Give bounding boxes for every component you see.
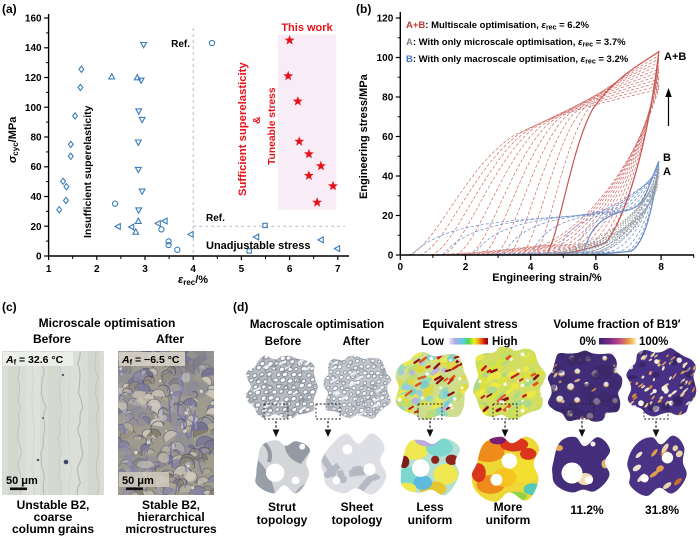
svg-text:6: 6 [593, 262, 599, 273]
svg-text:0: 0 [398, 262, 404, 273]
svg-text:Tuneable stress: Tuneable stress [267, 87, 278, 165]
svg-text:5: 5 [239, 264, 245, 275]
svg-text:A+B: A+B [664, 51, 686, 63]
svg-text:A: A [663, 166, 671, 178]
svg-text:Ref.: Ref. [171, 39, 190, 50]
svg-text:Af = −6.5 °C: Af = −6.5 °C [121, 354, 180, 367]
svg-text:2: 2 [94, 264, 100, 275]
svg-text:topology: topology [332, 513, 383, 527]
svg-text:Af = 32.6 °C: Af = 32.6 °C [5, 354, 64, 367]
svg-text:11.2%: 11.2% [570, 503, 604, 517]
svg-text:3: 3 [142, 264, 148, 275]
svg-text:6: 6 [287, 264, 293, 275]
svg-text:After: After [343, 336, 370, 348]
svg-text:Sheet: Sheet [341, 500, 374, 514]
svg-text:140: 140 [25, 43, 42, 54]
svg-text:(b): (b) [356, 2, 371, 16]
svg-text:Macroscale optimisation: Macroscale optimisation [250, 319, 384, 331]
svg-text:Unadjustable stress: Unadjustable stress [206, 240, 311, 252]
svg-text:80: 80 [382, 93, 394, 104]
svg-text:column grains: column grains [12, 522, 94, 536]
svg-text:Insufficient superelasticity: Insufficient superelasticity [82, 105, 94, 238]
svg-text:hierarchical: hierarchical [137, 510, 204, 524]
svg-text:0%: 0% [579, 336, 596, 348]
svg-text:Volume fraction of B19′: Volume fraction of B19′ [553, 319, 680, 331]
svg-text:100: 100 [25, 103, 42, 114]
svg-text:7: 7 [335, 264, 341, 275]
svg-text:50 μm: 50 μm [122, 475, 154, 487]
svg-text:Microscale optimisation: Microscale optimisation [39, 316, 176, 330]
svg-text:100%: 100% [639, 336, 668, 348]
svg-text:B: With only macroscale optimi: B: With only macroscale optimisation, εr… [406, 54, 629, 66]
svg-text:High: High [492, 336, 518, 348]
svg-text:40: 40 [382, 172, 394, 183]
svg-text:50 μm: 50 μm [6, 475, 38, 487]
svg-text:Engineering stress/MPa: Engineering stress/MPa [358, 73, 370, 199]
svg-text:60: 60 [30, 162, 42, 173]
svg-text:Low: Low [421, 336, 444, 348]
svg-text:20: 20 [382, 211, 394, 222]
svg-text:0: 0 [388, 251, 394, 262]
svg-text:coarse: coarse [34, 510, 73, 524]
svg-text:Unstable B2,: Unstable B2, [17, 498, 90, 512]
svg-text:More: More [494, 500, 523, 514]
svg-text:4: 4 [190, 264, 196, 275]
svg-text:Less: Less [416, 500, 444, 514]
svg-text:120: 120 [377, 14, 394, 25]
svg-text:uniform: uniform [408, 513, 453, 527]
svg-text:B: B [663, 152, 671, 164]
svg-text:Sufficient superelasticity: Sufficient superelasticity [237, 62, 249, 196]
svg-text:4: 4 [528, 262, 534, 273]
svg-text:A: With only microscale optimi: A: With only microscale optimisation, εr… [406, 37, 626, 49]
svg-text:&: & [251, 116, 263, 124]
svg-text:Before: Before [265, 336, 301, 348]
svg-text:σcyc/MPa: σcyc/MPa [7, 116, 20, 163]
svg-text:40: 40 [30, 192, 42, 203]
svg-text:(c): (c) [2, 300, 17, 314]
svg-text:Engineering strain/%: Engineering strain/% [492, 272, 602, 284]
svg-text:0: 0 [36, 252, 42, 263]
svg-text:8: 8 [658, 262, 664, 273]
svg-text:(d): (d) [233, 300, 248, 314]
svg-text:100: 100 [377, 53, 394, 64]
svg-text:2: 2 [463, 262, 469, 273]
svg-text:60: 60 [382, 132, 394, 143]
svg-text:This work: This work [281, 22, 333, 34]
svg-text:Ref.: Ref. [206, 213, 225, 224]
svg-text:uniform: uniform [486, 513, 531, 527]
svg-text:topology: topology [257, 513, 308, 527]
svg-text:160: 160 [25, 14, 42, 25]
svg-text:Equivalent stress: Equivalent stress [422, 319, 517, 331]
svg-text:Strut: Strut [268, 500, 296, 514]
svg-text:(a): (a) [2, 2, 17, 16]
svg-text:31.8%: 31.8% [645, 503, 679, 517]
svg-text:80: 80 [30, 133, 42, 144]
svg-text:εrec/%: εrec/% [178, 274, 208, 287]
svg-text:Stable B2,: Stable B2, [142, 498, 200, 512]
svg-text:After: After [156, 332, 184, 346]
svg-text:1: 1 [46, 264, 52, 275]
svg-text:microstructures: microstructures [125, 522, 217, 536]
svg-text:120: 120 [25, 73, 42, 84]
svg-text:Before: Before [33, 332, 71, 346]
svg-text:20: 20 [30, 222, 42, 233]
svg-text:A+B: Multiscale optimisation,: A+B: Multiscale optimisation, εrec = 6.2… [406, 20, 590, 32]
